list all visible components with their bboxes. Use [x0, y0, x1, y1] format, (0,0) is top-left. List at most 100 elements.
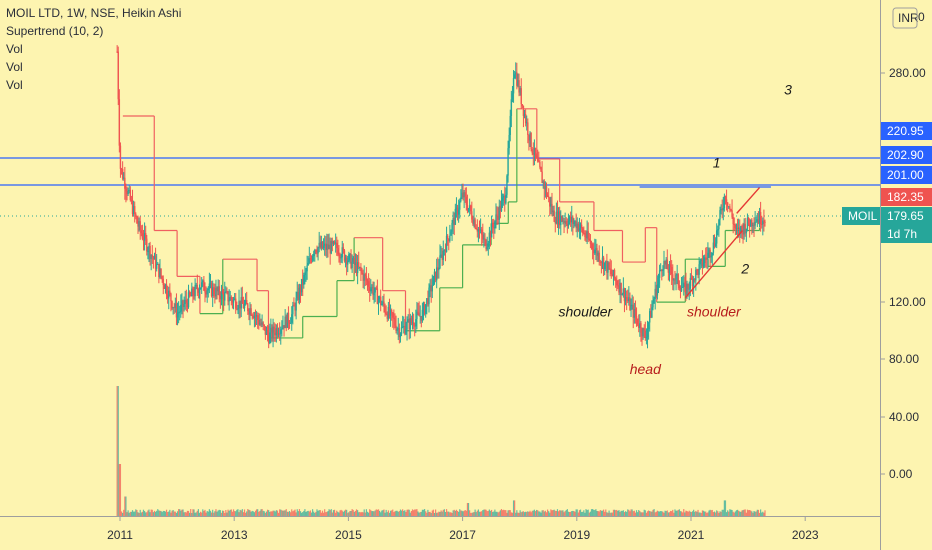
candle-body [509, 115, 511, 135]
candle-body [220, 290, 223, 300]
candle-body [522, 105, 525, 116]
volume-bar [362, 512, 364, 516]
legend-indicator[interactable]: Supertrend (10, 2) [6, 24, 104, 38]
candle-body [188, 292, 191, 296]
candle-body [450, 231, 452, 236]
volume-bar [146, 512, 148, 516]
volume-bar [430, 512, 432, 516]
candle-body [214, 294, 216, 297]
volume-bar [424, 509, 426, 516]
volume-bar [568, 511, 571, 516]
volume-bar [711, 509, 713, 516]
volume-bar [227, 509, 229, 516]
volume-bar [171, 510, 173, 516]
y-tick-label: 280.00 [889, 66, 926, 80]
volume-bar [148, 509, 150, 516]
volume-bar [598, 511, 600, 516]
volume-bar [160, 510, 162, 516]
volume-bar [354, 510, 357, 516]
volume-bar [520, 512, 522, 516]
candle-body [195, 284, 197, 286]
candle-body [282, 325, 284, 329]
volume-bar [349, 510, 351, 516]
price-tag[interactable] [881, 225, 932, 243]
volume-bar [273, 510, 275, 516]
candle-body [421, 309, 424, 321]
candle-body [557, 211, 560, 225]
price-tag[interactable] [881, 207, 932, 225]
candle-body [667, 269, 670, 273]
candle-body [210, 283, 213, 296]
candle-body [568, 216, 571, 221]
legend-indicator[interactable]: Vol [6, 42, 23, 56]
volume-bar [523, 512, 526, 516]
volume-bar [529, 510, 531, 516]
candle-body [494, 221, 496, 229]
chart-annotation: 1 [713, 155, 721, 171]
volume-bar [582, 511, 584, 516]
candle-body [646, 329, 649, 338]
legend-indicator[interactable]: Vol [6, 60, 23, 74]
volume-bar [436, 512, 438, 516]
volume-bar [209, 510, 212, 516]
candle-body [142, 238, 145, 241]
volume-bar [710, 510, 712, 516]
volume-bar [492, 511, 494, 516]
volume-bar [140, 512, 142, 516]
candle-body [561, 216, 563, 222]
candle-body [262, 322, 264, 325]
volume-bar [215, 509, 217, 516]
volume-bar [328, 509, 330, 516]
volume-bar [490, 509, 493, 516]
volume-bar [642, 512, 644, 516]
volume-bar [719, 511, 721, 516]
candle-body [547, 196, 550, 198]
candle-body [285, 316, 287, 328]
candle-body [529, 132, 531, 141]
volume-bar [459, 509, 461, 516]
volume-bar [451, 512, 453, 516]
candle-body [427, 298, 429, 305]
currency-button[interactable] [892, 7, 918, 29]
volume-bar [667, 512, 669, 516]
volume-bar [294, 509, 296, 516]
price-tag[interactable] [881, 146, 932, 164]
volume-bar [243, 509, 246, 516]
legend-indicator[interactable]: Vol [6, 78, 23, 92]
candle-body [742, 228, 744, 235]
volume-bar [164, 511, 167, 516]
volume-bar [417, 511, 419, 516]
volume-bar [532, 510, 534, 516]
candle-body [182, 300, 184, 308]
candle-body [319, 242, 321, 248]
symbol-tag[interactable] [842, 207, 880, 225]
trendline[interactable] [736, 187, 761, 214]
candle-body [434, 271, 437, 281]
volume-bar [456, 510, 459, 516]
volume-bar [553, 509, 555, 516]
candle-body [338, 254, 340, 256]
candle-body [415, 319, 417, 327]
volume-bar [125, 496, 127, 516]
price-tag[interactable] [881, 188, 932, 206]
candle-body [555, 211, 558, 224]
candle-body [123, 177, 125, 179]
candle-body [157, 263, 159, 265]
candle-body [233, 298, 236, 300]
volume-bar [657, 511, 660, 516]
candle-body [211, 287, 214, 296]
volume-bar [649, 511, 651, 516]
volume-bar [706, 512, 708, 516]
trendline[interactable] [684, 230, 743, 299]
price-tag[interactable] [881, 122, 932, 140]
volume-bar [581, 511, 583, 516]
volume-bar [291, 509, 293, 516]
candle-body [673, 279, 675, 281]
candle-body [442, 250, 444, 260]
volume-bar [698, 512, 700, 516]
price-tag[interactable] [881, 166, 932, 184]
candle-body [728, 206, 730, 208]
candle-body [602, 257, 605, 270]
